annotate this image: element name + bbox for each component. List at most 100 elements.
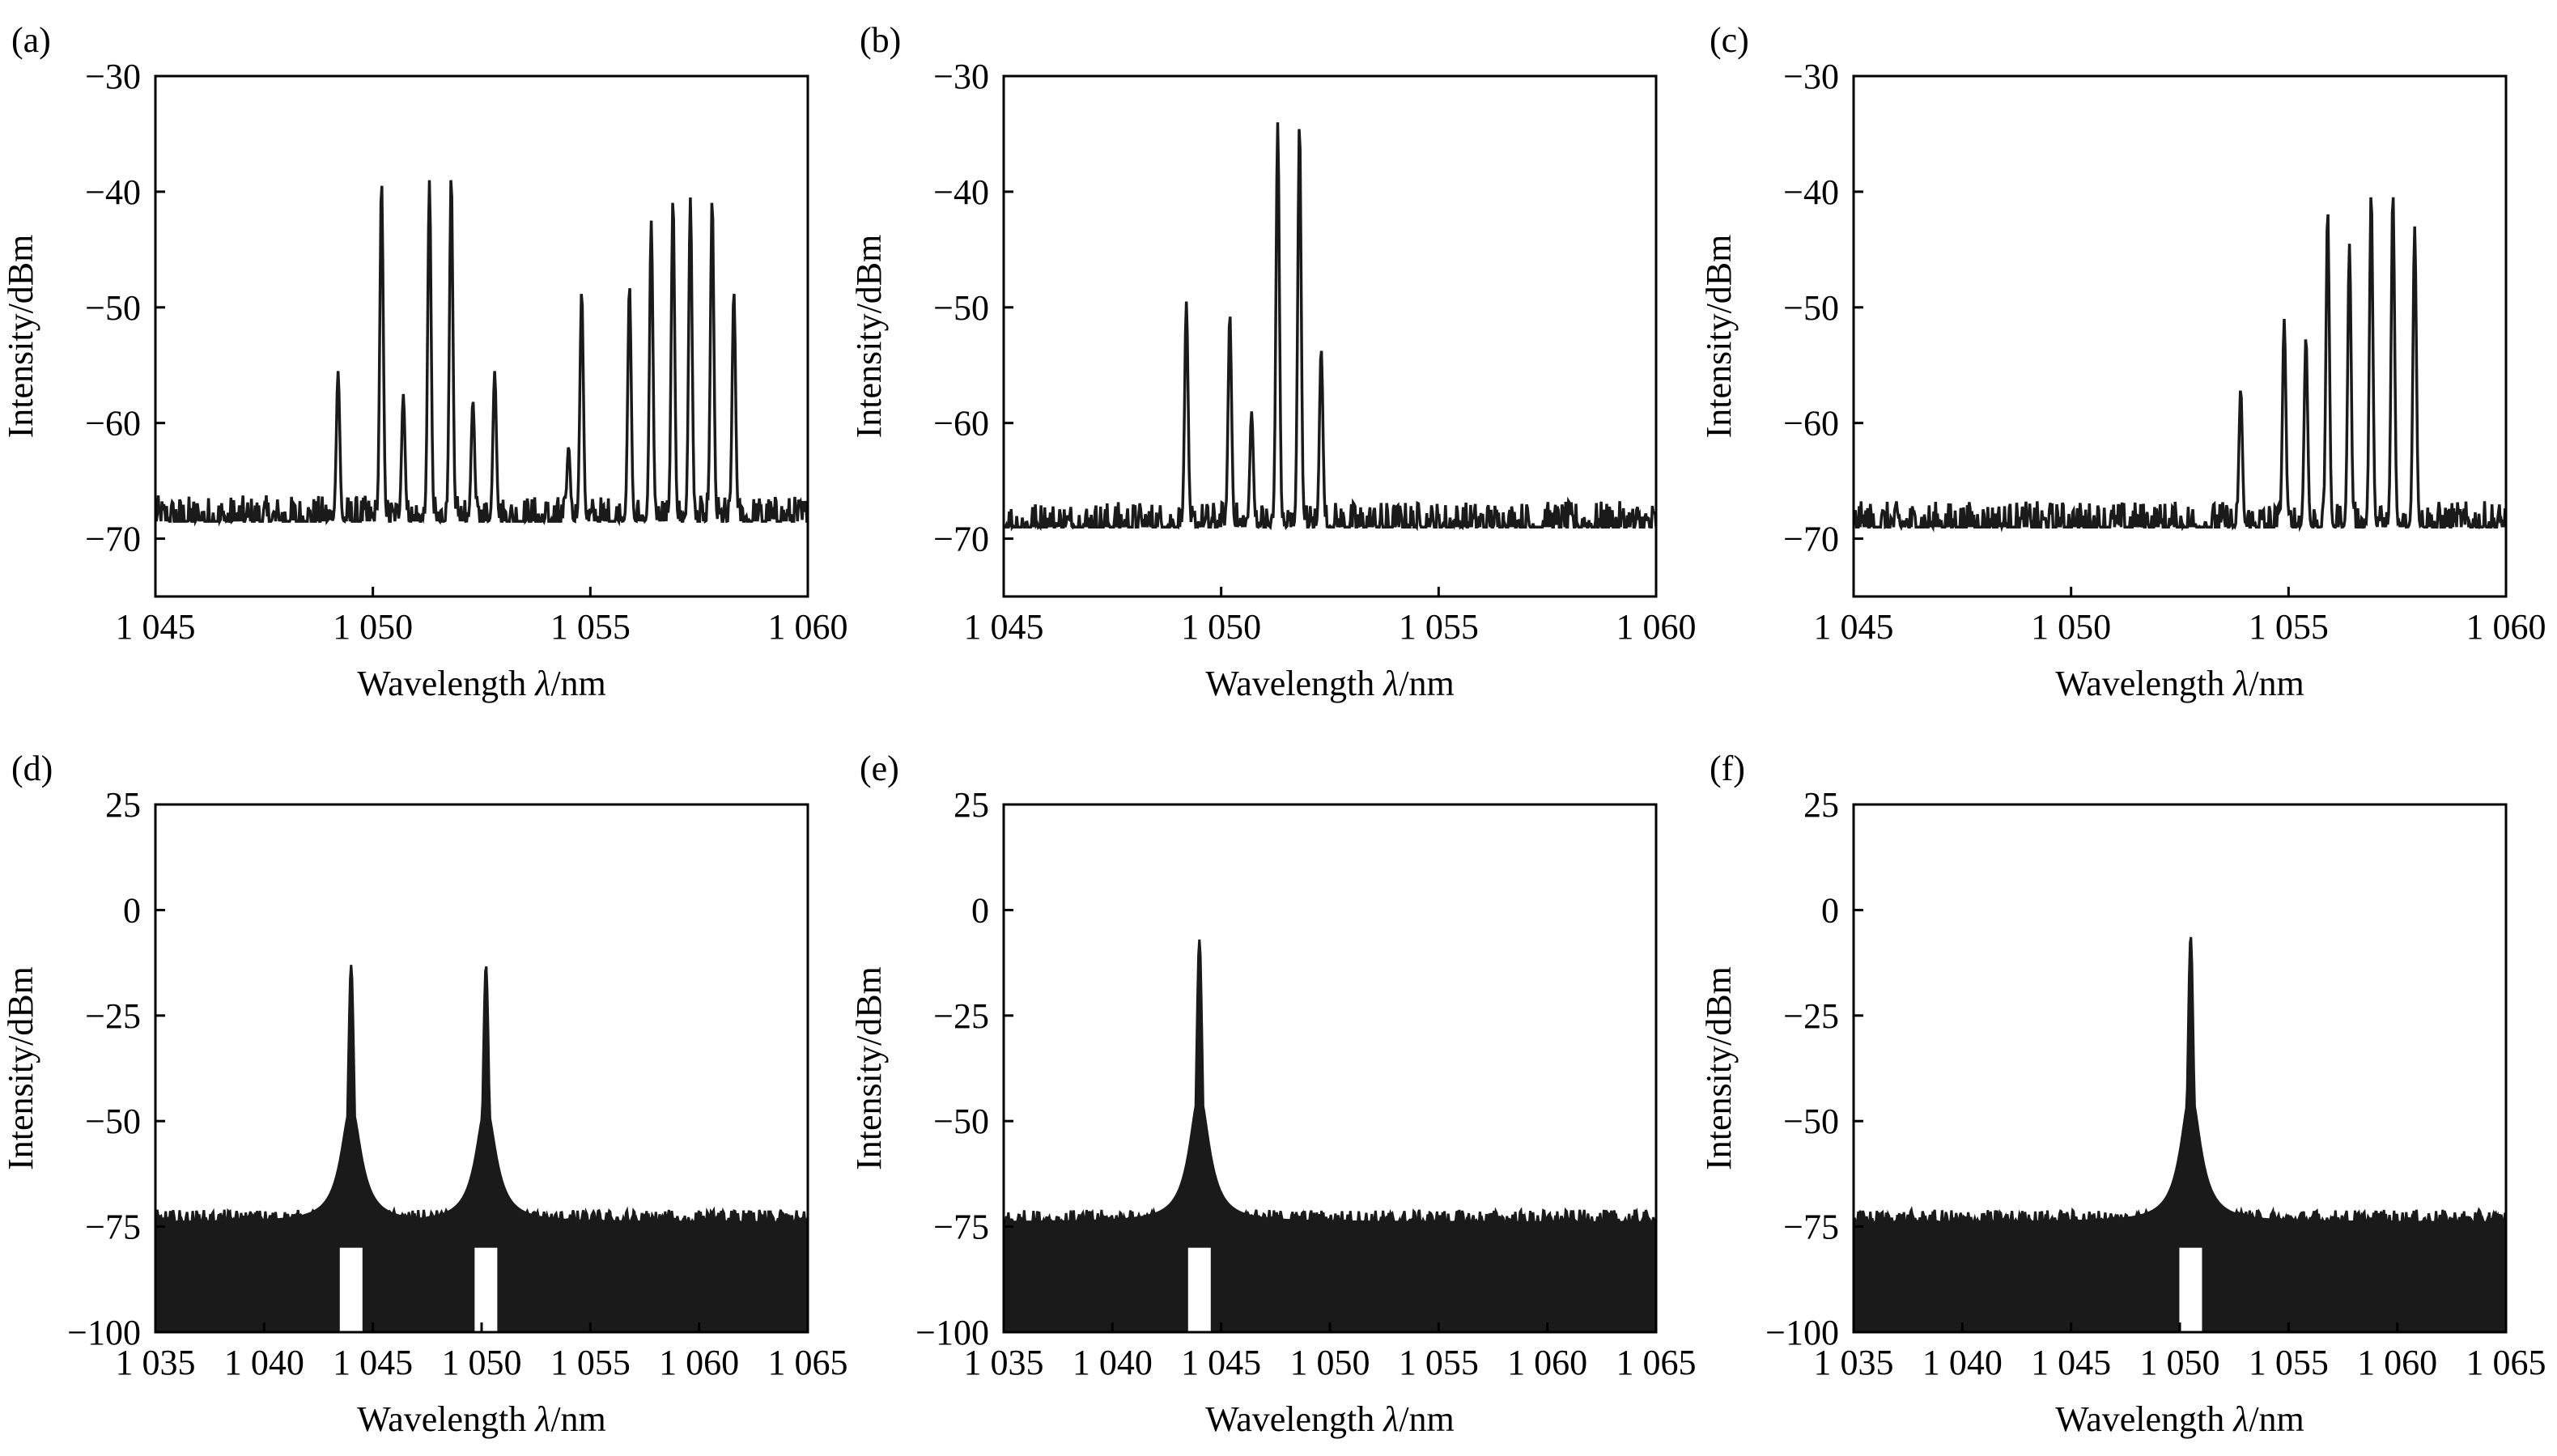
y-tick-label: −50 [1783,1102,1839,1141]
peak-point [1229,312,1230,314]
y-tick-label: −60 [933,404,989,444]
y-tick-label: −25 [933,996,989,1036]
x-tick-label: 1 060 [2357,1343,2437,1382]
x-axis-title: Wavelength λ/nm [357,664,606,703]
y-axis-title: Intensity/dBm [1699,235,1739,439]
y-tick-label: −60 [1783,404,1839,444]
y-tick-label: −50 [1783,288,1839,328]
y-axis-title: Intensity/dBm [1699,966,1739,1170]
peak-point [1320,347,1322,349]
x-tick-label: 1 040 [1922,1343,2003,1382]
y-tick-label: −25 [85,996,141,1036]
peak-point [472,399,474,401]
peak-point [450,173,452,175]
peak-point [485,964,486,966]
x-tick-label: 1 055 [550,1343,631,1382]
x-tick-label: 1 035 [964,1343,1044,1382]
peak-gap [339,1247,363,1332]
y-tick-label: −60 [85,404,141,444]
noise-fill [155,965,808,1332]
y-axis-title: Intensity/dBm [1,235,40,439]
y-tick-label: −75 [1783,1208,1839,1247]
x-tick-label: 1 045 [1814,607,1894,647]
y-tick-label: 25 [954,785,989,825]
y-tick-label: −30 [85,57,141,96]
x-tick-label: 1 055 [2249,607,2329,647]
x-axis-title: Wavelength λ/nm [2055,1399,2304,1439]
y-tick-label: −75 [85,1208,141,1247]
spectrum-trace [1854,197,2506,533]
plot-frame [1852,74,2508,598]
spectrum-trace [155,965,808,1227]
peak-point [2370,191,2372,193]
y-tick-label: −70 [85,520,141,559]
peak-point [2392,191,2393,193]
panel-label: (e) [860,749,899,788]
x-axis-title: Wavelength λ/nm [1205,664,1455,703]
x-tick-label: 1 045 [1181,1343,1261,1382]
y-tick-label: −40 [1783,172,1839,212]
peak-point [672,197,673,198]
chart-panel-b: (b) 1 045 1 050 1 055 1 060 −30 −40 −50 −60 −70 Wa… [849,20,1697,703]
y-tick-label: −100 [1765,1313,1839,1352]
noise-fill [1854,936,2506,1332]
x-tick-label: 1 050 [1290,1343,1370,1382]
noise-fill [1004,939,1656,1332]
peak-point [2190,935,2191,936]
y-axis-title: Intensity/dBm [849,235,889,439]
x-tick-label: 1 060 [659,1343,739,1382]
y-axis-title: Intensity/dBm [849,966,889,1170]
peak-gap [2179,1247,2202,1332]
peak-point [567,445,569,447]
peak-point [1298,121,1300,123]
panel-label: (b) [860,20,901,60]
peak-point [733,289,735,291]
x-tick-label: 1 035 [1814,1343,1894,1382]
plot-frame [1002,74,1658,598]
y-axis-title: Intensity/dBm [1,966,40,1170]
y-tick-label: −40 [85,172,141,212]
y-tick-label: −30 [933,57,989,96]
x-tick-label: 1 050 [333,607,413,647]
y-tick-label: −40 [933,172,989,212]
chart-panel-a: (a) 1 045 1 050 1 055 1 060 −30 −40 −50 −60 −70 Wa… [1,20,848,703]
x-axis-title: Wavelength λ/nm [357,1399,606,1439]
chart-panel-c: (c) 1 045 1 050 1 055 1 060 −30 −40 −50 −60 −70 Wa… [1699,20,2546,703]
x-tick-label: 1 055 [1399,1343,1479,1382]
y-tick-label: −50 [85,1102,141,1141]
x-axis-title: Wavelength λ/nm [1205,1399,1455,1439]
y-tick-label: −50 [933,1102,989,1141]
peak-point [2305,336,2307,337]
peak-point [711,197,713,198]
x-tick-label: 1 050 [2031,607,2111,647]
y-tick-label: −30 [1783,57,1839,96]
y-tick-label: 25 [1803,785,1839,825]
y-tick-label: −100 [915,1313,989,1352]
spectrum-trace [1854,936,2506,1226]
peak-point [380,180,382,181]
spectrum-trace [155,180,808,527]
y-tick-label: −100 [67,1313,141,1352]
y-tick-label: −70 [933,520,989,559]
chart-panel-f: (f) 1 035 1 040 1 045 1 050 1 055 1 060 1 065 25… [1699,749,2546,1439]
y-tick-label: −75 [933,1208,989,1247]
plot-frame [154,74,809,598]
x-tick-label: 1 040 [224,1343,304,1382]
x-tick-label: 1 040 [1072,1343,1153,1382]
chart-panel-d: (d) 1 035 1 040 1 045 1 050 1 055 1 060 1 065 25… [1,749,848,1439]
x-tick-label: 1 045 [333,1343,413,1382]
x-tick-label: 1 045 [964,607,1044,647]
y-tick-label: 0 [971,890,989,930]
panel-label: (a) [11,20,51,60]
x-tick-label: 1 060 [1616,607,1697,647]
peak-point [2327,208,2329,210]
peak-gap [1187,1247,1211,1332]
x-tick-label: 1 065 [2466,1343,2546,1382]
x-tick-label: 1 065 [1616,1343,1697,1382]
peak-point [2240,388,2241,389]
y-tick-label: −70 [1783,520,1839,559]
x-tick-label: 1 060 [1507,1343,1587,1382]
x-tick-label: 1 065 [768,1343,848,1382]
